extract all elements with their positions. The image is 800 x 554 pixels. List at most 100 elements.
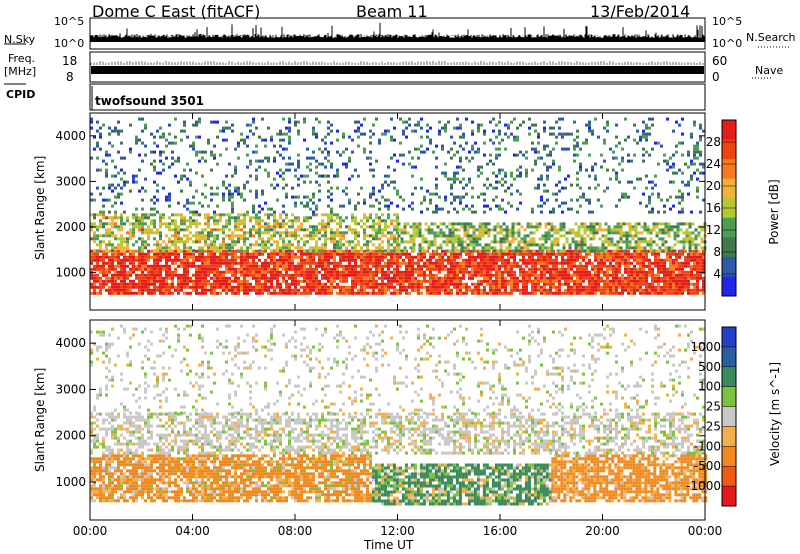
data-cell bbox=[315, 165, 318, 169]
data-cell bbox=[634, 228, 638, 232]
data-cell bbox=[333, 240, 336, 244]
data-cell bbox=[381, 273, 384, 277]
data-cell bbox=[297, 165, 300, 169]
data-cell bbox=[324, 258, 327, 262]
data-cell bbox=[550, 228, 554, 232]
data-cell bbox=[651, 276, 654, 280]
data-cell bbox=[412, 243, 416, 247]
data-cell bbox=[357, 273, 360, 277]
data-cell bbox=[483, 279, 486, 283]
data-cell bbox=[102, 240, 105, 244]
data-cell bbox=[324, 237, 327, 241]
data-cell bbox=[553, 231, 557, 235]
data-cell bbox=[682, 246, 686, 250]
data-cell bbox=[592, 246, 596, 250]
data-cell bbox=[472, 234, 476, 238]
data-cell bbox=[132, 285, 135, 289]
data-cell bbox=[255, 282, 258, 286]
data-cell bbox=[243, 231, 246, 235]
data-cell bbox=[655, 225, 659, 229]
data-cell bbox=[513, 276, 516, 280]
data-cell bbox=[351, 246, 354, 250]
data-cell bbox=[336, 129, 339, 133]
data-cell bbox=[531, 270, 534, 274]
data-cell bbox=[447, 255, 450, 259]
data-cell bbox=[457, 240, 461, 244]
data-cell bbox=[646, 240, 650, 244]
data-cell bbox=[478, 249, 482, 253]
data-cell bbox=[562, 225, 566, 229]
data-cell bbox=[357, 192, 360, 196]
data-cell bbox=[453, 276, 456, 280]
data-cell bbox=[603, 291, 606, 295]
data-cell bbox=[576, 270, 579, 274]
data-cell bbox=[564, 282, 567, 286]
data-cell bbox=[550, 243, 554, 247]
data-cell bbox=[624, 270, 627, 274]
data-cell bbox=[222, 249, 225, 253]
data-cell bbox=[456, 126, 459, 130]
data-cell bbox=[357, 243, 360, 247]
data-cell bbox=[543, 255, 546, 259]
data-cell bbox=[633, 285, 636, 289]
data-cell bbox=[381, 258, 384, 262]
data-cell bbox=[183, 258, 186, 262]
data-cell bbox=[451, 228, 455, 232]
data-cell bbox=[453, 174, 456, 178]
data-cell bbox=[195, 258, 198, 262]
data-cell bbox=[204, 267, 207, 271]
data-cell bbox=[423, 150, 426, 154]
data-cell bbox=[129, 234, 132, 238]
data-cell bbox=[207, 231, 210, 235]
data-cell bbox=[324, 270, 327, 274]
data-cell bbox=[510, 183, 513, 187]
data-cell bbox=[555, 267, 558, 271]
data-cell bbox=[321, 267, 324, 271]
data-cell bbox=[240, 228, 243, 232]
data-cell bbox=[472, 237, 476, 241]
data-cell bbox=[345, 264, 348, 268]
data-cell bbox=[657, 288, 660, 292]
data-cell bbox=[594, 279, 597, 283]
data-cell bbox=[189, 168, 192, 172]
data-cell bbox=[693, 267, 696, 271]
data-cell bbox=[114, 213, 117, 217]
data-cell bbox=[174, 141, 177, 145]
data-cell bbox=[282, 171, 285, 175]
data-cell bbox=[270, 207, 273, 211]
data-cell bbox=[475, 234, 479, 238]
data-cell bbox=[403, 231, 407, 235]
data-cell bbox=[519, 252, 522, 256]
data-cell bbox=[450, 201, 453, 205]
data-cell bbox=[397, 243, 401, 247]
data-cell bbox=[288, 156, 291, 160]
data-cell bbox=[117, 228, 120, 232]
data-cell bbox=[138, 138, 141, 142]
data-cell bbox=[96, 249, 99, 253]
data-cell bbox=[243, 285, 246, 289]
data-cell bbox=[666, 267, 669, 271]
data-cell bbox=[300, 225, 303, 229]
data-cell bbox=[546, 258, 549, 262]
data-cell bbox=[330, 288, 333, 292]
data-cell bbox=[153, 150, 156, 154]
data-cell bbox=[141, 288, 144, 292]
data-cell bbox=[429, 267, 432, 271]
data-cell bbox=[243, 198, 246, 202]
data-cell bbox=[282, 219, 285, 223]
data-cell bbox=[213, 276, 216, 280]
data-cell bbox=[171, 222, 174, 226]
data-cell bbox=[147, 279, 150, 283]
data-cell bbox=[357, 282, 360, 286]
data-cell bbox=[120, 228, 123, 232]
data-cell bbox=[348, 267, 351, 271]
data-cell bbox=[258, 225, 261, 229]
data-cell bbox=[639, 285, 642, 289]
data-cell bbox=[664, 228, 668, 232]
data-cell bbox=[684, 258, 687, 262]
data-cell bbox=[517, 234, 521, 238]
data-cell bbox=[636, 282, 639, 286]
data-cell bbox=[180, 282, 183, 286]
data-cell bbox=[372, 228, 375, 232]
data-cell bbox=[465, 141, 468, 145]
